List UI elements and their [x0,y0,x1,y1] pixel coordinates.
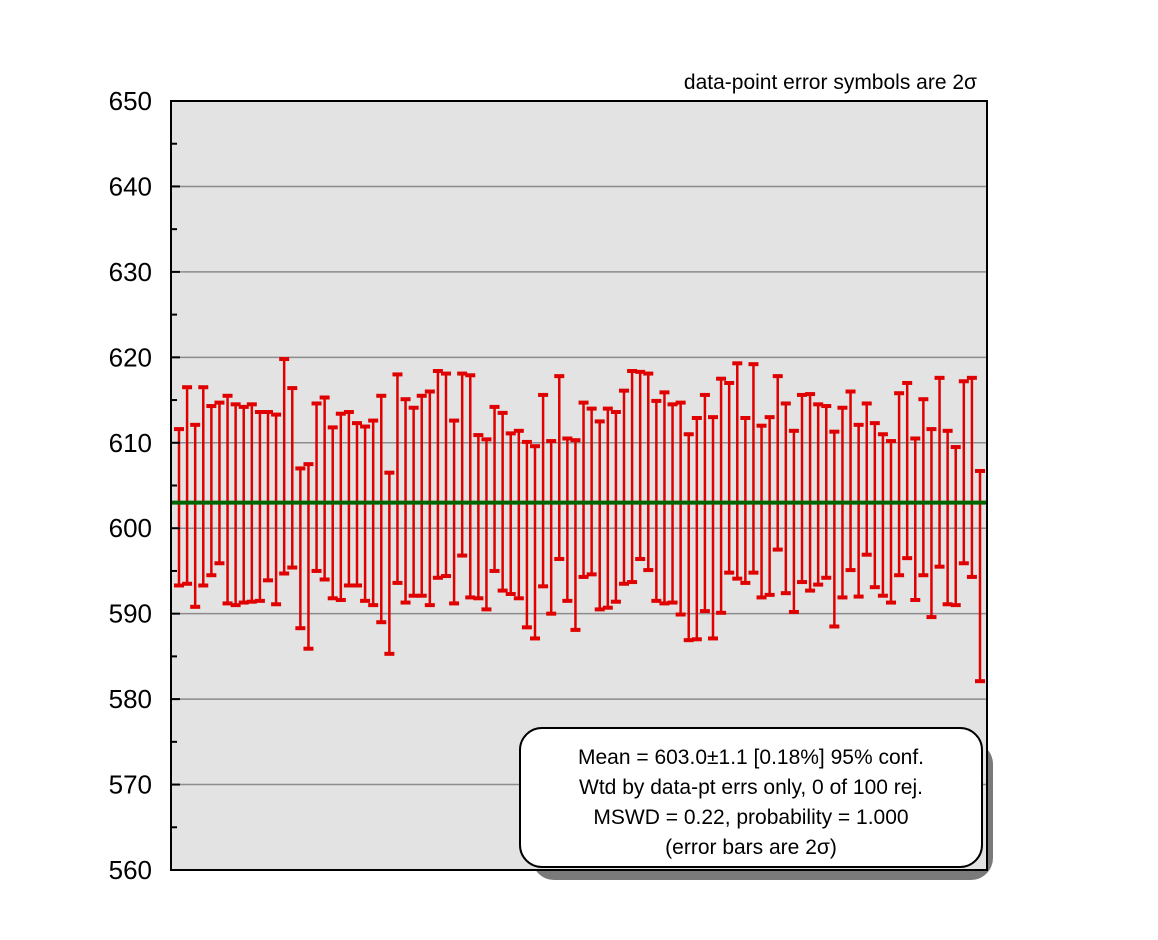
error-bars [174,357,985,684]
error-bar [975,468,985,684]
error-bar [206,404,217,578]
error-bar [675,400,686,617]
error-bar [918,397,929,578]
error-bar [926,427,937,620]
y-tick-label: 590 [109,599,152,629]
error-bar [521,439,532,630]
stats-line-weighting: Wtd by data-pt errs only, 0 of 100 rej. [579,776,923,799]
error-bar [505,431,516,597]
error-bar [319,395,330,582]
error-bar [764,415,775,597]
error-bar [578,400,589,579]
error-bar [271,412,282,607]
error-bar [910,436,921,602]
y-tick-label: 570 [109,770,152,800]
error-bar [902,380,913,561]
error-bar [586,406,597,577]
stats-line-mean: Mean = 603.0±1.1 [0.18%] 95% conf. [578,746,924,769]
error-bar [853,422,864,599]
error-bar [214,400,225,566]
error-bar [740,415,751,585]
stats-line-mswd: MSWD = 0.22, probability = 1.000 [593,806,908,829]
error-bar [449,418,460,606]
error-bar [772,374,783,552]
error-bar [392,372,403,585]
error-bar [845,389,856,573]
error-bar [513,428,524,601]
error-bar [287,386,298,570]
error-bar [748,362,759,575]
error-bar [481,437,492,612]
y-tick-label: 580 [109,684,152,714]
error-bar [190,422,201,609]
y-tick-label: 610 [109,428,152,458]
y-tick-label: 600 [109,513,152,543]
error-bar [934,375,945,569]
stats-line-error-bars: (error bars are 2σ) [665,836,837,859]
error-bar [958,379,969,566]
error-bar [295,466,306,631]
error-bar [376,393,387,625]
error-bar [708,415,718,641]
error-bar [732,361,743,581]
error-bar [756,423,767,600]
error-bar [530,444,540,641]
error-bar [869,421,880,590]
error-bar [424,389,435,608]
error-bar [473,433,484,601]
error-bar [724,380,735,575]
y-tick-label: 640 [109,171,152,201]
error-bar [416,393,427,598]
error-bar [877,432,888,598]
error-bar [894,391,905,578]
y-tick-label: 620 [109,342,152,372]
error-bar [489,404,500,573]
error-bar [821,404,832,580]
error-bar [303,462,314,651]
error-bar [546,439,557,616]
error-bar [182,385,193,586]
error-bar [279,357,290,576]
error-bar [691,415,702,642]
error-bar [230,402,241,608]
error-bar [886,439,896,605]
y-axis: 560 570 580 590 600 610 620 630 640 650 [109,86,180,885]
error-bar [788,428,799,614]
error-bar [570,438,581,632]
error-bar [861,401,872,557]
y-tick-label: 650 [109,86,152,116]
error-bar [610,410,621,604]
error-bar [311,401,322,573]
error-bar [950,445,961,608]
error-bar [805,392,816,593]
error-bar [198,385,209,588]
y-tick-label: 560 [109,855,152,885]
error-bar [360,424,371,603]
stats-box [519,727,983,868]
y-tick-label: 630 [109,257,152,287]
error-symbol-note: data-point error symbols are 2σ [684,71,977,94]
error-bar [966,375,977,579]
error-bar [716,376,727,615]
error-bar [263,410,273,583]
error-bar [829,429,840,629]
error-bar [368,418,379,608]
error-bar [538,392,549,589]
error-bar [441,371,451,579]
error-bar [643,371,654,573]
error-bar [780,401,791,596]
error-bar [554,374,565,561]
error-bar [602,406,613,610]
